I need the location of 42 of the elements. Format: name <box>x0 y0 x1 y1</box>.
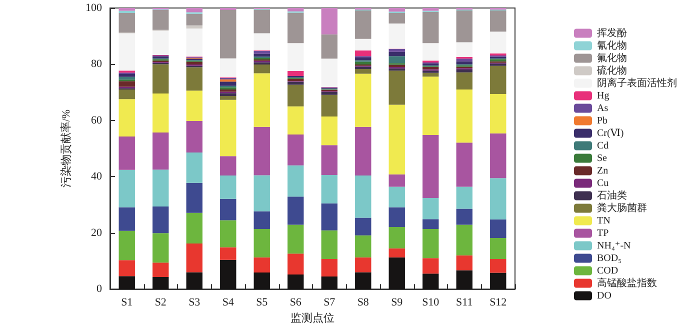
legend-label: 粪大肠菌群 <box>597 202 647 214</box>
x-tick-label: S9 <box>391 296 404 309</box>
legend-label: Pb <box>597 115 608 126</box>
x-tick-label: S4 <box>222 296 234 309</box>
x-tick-label: S1 <box>121 296 133 309</box>
legend-label: DO <box>597 290 612 302</box>
x-tick-label: S11 <box>456 296 473 309</box>
legend-label: 硫化物 <box>597 64 627 76</box>
legend-label: Cr(Ⅵ) <box>597 128 624 139</box>
legend-label: TN <box>597 215 610 226</box>
x-tick-label: S2 <box>154 296 166 309</box>
legend-label: NH₄⁺-N <box>597 240 631 252</box>
y-tick-label: 40 <box>91 170 102 183</box>
x-tick-label: S7 <box>324 296 336 309</box>
x-tick-label: S8 <box>357 296 370 309</box>
legend-label: 氟化物 <box>597 52 627 64</box>
legend-label: Se <box>597 152 608 164</box>
x-tick-label: S3 <box>188 296 201 309</box>
legend-label: Zn <box>597 165 608 176</box>
x-tick-label: S5 <box>256 296 268 309</box>
legend-label: As <box>597 102 608 114</box>
y-tick-label: 60 <box>91 114 102 126</box>
legend-label: Hg <box>597 90 610 102</box>
legend-label: BOD₅ <box>597 252 622 264</box>
legend-label: TP <box>597 228 610 239</box>
y-tick-label: 20 <box>91 226 102 239</box>
y-axis-title: 污染物贡献率/% <box>60 109 72 188</box>
x-tick-label: S10 <box>422 296 440 309</box>
legend-label: 石油类 <box>597 189 627 202</box>
legend-label: 阴离子表面活性剂 <box>597 76 677 89</box>
y-tick-label: 0 <box>96 283 102 296</box>
legend-label: COD <box>597 265 618 276</box>
legend-label: Cd <box>597 140 609 152</box>
legend-label: 氰化物 <box>597 39 627 52</box>
legend-label: 挥发酚 <box>597 26 627 39</box>
legend-label: Cu <box>597 178 609 189</box>
legend-label: 高锰酸盐指数 <box>597 276 657 289</box>
x-tick-label: S12 <box>490 296 507 309</box>
y-tick-label: 80 <box>91 58 102 70</box>
y-tick-label: 100 <box>86 2 102 14</box>
x-axis-title: 监测点位 <box>290 312 334 324</box>
x-tick-label: S6 <box>290 296 302 309</box>
